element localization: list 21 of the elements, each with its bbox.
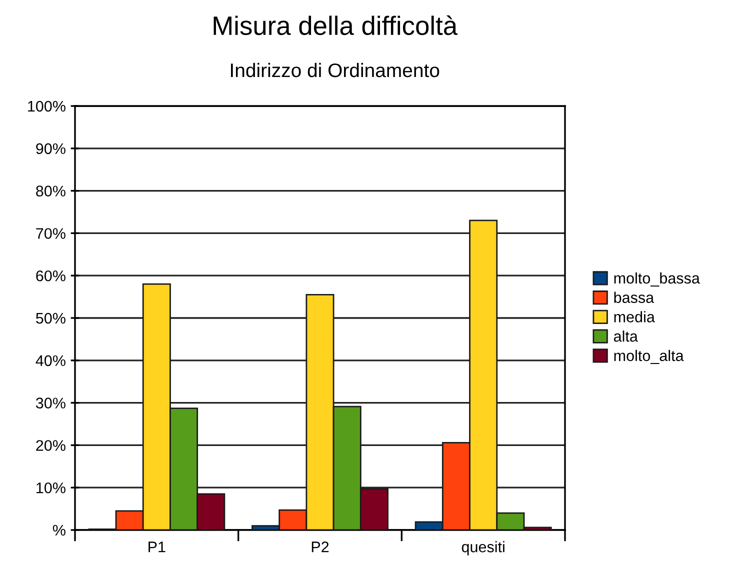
y-tick-label: 60%: [36, 270, 66, 282]
legend-label: media: [614, 311, 655, 322]
y-tick-label: 70%: [36, 228, 66, 239]
y-tick-label: 20%: [36, 440, 66, 451]
y-tick-label: 40%: [36, 355, 66, 366]
x-tick-label: P1: [148, 542, 166, 552]
y-tick-label: 90%: [36, 143, 66, 154]
legend-label: molto_bassa: [614, 272, 700, 287]
y-tick-label: 50%: [36, 312, 66, 324]
legend-label: bassa: [614, 292, 654, 304]
chart-subtitle: Indirizzo di Ordinamento: [231, 62, 440, 78]
legend-label: alta: [614, 330, 638, 342]
y-tick-label: 10%: [36, 482, 66, 494]
y-tick-label: 80%: [36, 186, 66, 196]
y-tick-label: 100%: [28, 100, 66, 112]
x-tick-label: quesiti: [462, 541, 504, 556]
y-tick-label: 30%: [36, 398, 66, 408]
chart-title: Misura della difficoltà: [214, 15, 458, 36]
legend-label: molto_alta: [614, 350, 684, 364]
y-tick-label: %: [52, 524, 66, 536]
x-tick-label: P2: [312, 542, 329, 552]
